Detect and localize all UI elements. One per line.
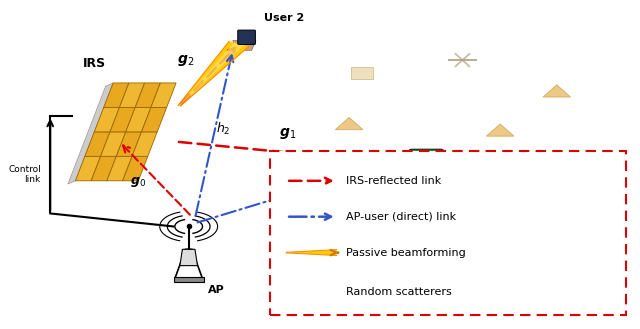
Polygon shape	[141, 107, 166, 132]
FancyBboxPatch shape	[409, 149, 444, 163]
Polygon shape	[180, 249, 198, 266]
Polygon shape	[100, 132, 125, 156]
Bar	[382, 175, 404, 187]
Polygon shape	[76, 156, 100, 181]
Bar	[413, 153, 426, 160]
Polygon shape	[286, 250, 337, 256]
Polygon shape	[116, 132, 141, 156]
Polygon shape	[151, 83, 176, 107]
Polygon shape	[132, 132, 157, 156]
Text: IRS: IRS	[83, 57, 106, 70]
Text: AP-user (direct) link: AP-user (direct) link	[346, 212, 456, 222]
Text: Passive beamforming: Passive beamforming	[346, 248, 466, 258]
Polygon shape	[91, 156, 116, 181]
Bar	[428, 153, 437, 160]
Polygon shape	[123, 156, 148, 181]
Text: AP: AP	[207, 285, 224, 295]
Circle shape	[435, 178, 445, 184]
Text: $\boldsymbol{g}_2$: $\boldsymbol{g}_2$	[177, 53, 194, 67]
Circle shape	[406, 178, 416, 184]
Circle shape	[430, 176, 451, 186]
Polygon shape	[179, 42, 244, 106]
Text: User 2: User 2	[264, 13, 305, 23]
Polygon shape	[543, 85, 571, 97]
Polygon shape	[107, 156, 132, 181]
Text: $\boldsymbol{g}_1$: $\boldsymbol{g}_1$	[279, 126, 296, 141]
Polygon shape	[94, 107, 120, 132]
Polygon shape	[135, 83, 161, 107]
Polygon shape	[68, 83, 113, 184]
FancyBboxPatch shape	[238, 30, 255, 44]
Bar	[173, 277, 204, 282]
Text: $h_1$: $h_1$	[293, 205, 308, 221]
Text: $\boldsymbol{g}_0$: $\boldsymbol{g}_0$	[131, 175, 147, 189]
Text: Random scatterers: Random scatterers	[346, 287, 452, 297]
Text: $h_2$: $h_2$	[216, 120, 230, 137]
Polygon shape	[335, 117, 363, 130]
Polygon shape	[85, 132, 110, 156]
Polygon shape	[125, 107, 151, 132]
Bar	[351, 67, 373, 79]
Text: IRS-reflected link: IRS-reflected link	[346, 176, 441, 186]
Text: User 1: User 1	[460, 153, 499, 163]
Polygon shape	[175, 249, 202, 279]
FancyBboxPatch shape	[399, 159, 454, 181]
Polygon shape	[104, 83, 129, 107]
Circle shape	[401, 176, 421, 186]
Bar	[241, 32, 252, 42]
Polygon shape	[110, 107, 135, 132]
Polygon shape	[120, 83, 145, 107]
Polygon shape	[233, 40, 256, 50]
Polygon shape	[178, 41, 249, 106]
Polygon shape	[273, 284, 300, 296]
Bar	[310, 286, 333, 297]
Polygon shape	[486, 124, 514, 136]
FancyBboxPatch shape	[271, 151, 626, 315]
Polygon shape	[524, 163, 552, 175]
Text: Control
link: Control link	[8, 164, 41, 184]
